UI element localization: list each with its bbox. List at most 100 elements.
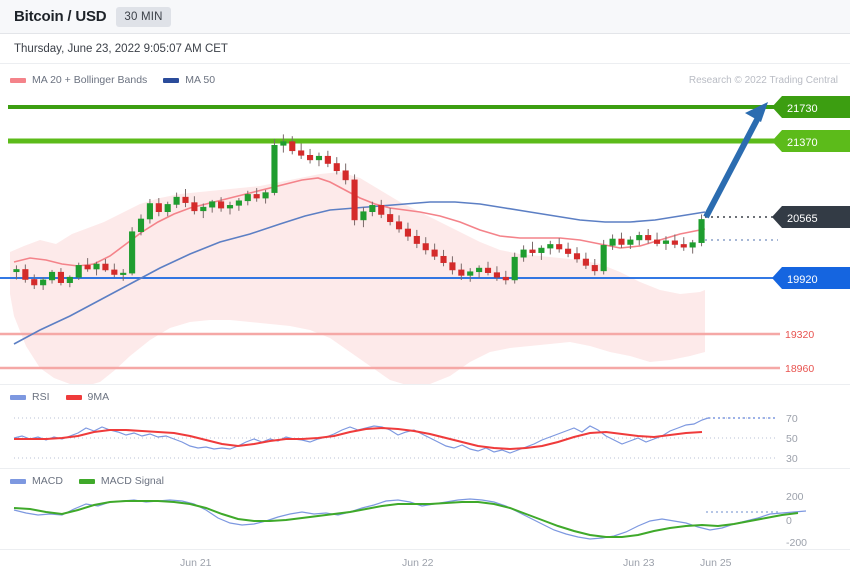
candle-body <box>209 201 216 208</box>
legend-label-ma20: MA 20 + Bollinger Bands <box>32 74 148 86</box>
macd-tick-200: 200 <box>786 491 804 503</box>
candle-body <box>404 228 411 237</box>
candle-body <box>565 248 572 254</box>
level-flag-20565[interactable]: 20565 <box>772 206 850 228</box>
candle-body <box>262 192 269 199</box>
candle-body <box>458 269 465 276</box>
candle-body <box>271 145 278 193</box>
ma20-line <box>13 177 706 267</box>
ma50-color-swatch <box>163 77 180 83</box>
legend-item-rsi[interactable]: RSI <box>10 391 50 403</box>
price-chart-panel[interactable]: 21730 21370 20565 19920 19320 <box>0 94 850 384</box>
macd-signal-line <box>13 500 799 538</box>
candle-body <box>120 272 127 275</box>
candle-body <box>529 249 536 253</box>
candle-body <box>556 244 563 250</box>
price-chart-svg[interactable]: 21730 21370 20565 19920 19320 <box>0 94 850 384</box>
candle-body <box>600 245 607 272</box>
candle-body <box>591 265 598 272</box>
rsi-9ma-line <box>14 426 703 451</box>
rsi-tick-50: 50 <box>786 433 798 445</box>
candle-body <box>298 150 305 156</box>
candle-body <box>440 255 447 263</box>
candle-body <box>671 240 678 245</box>
candle-body <box>573 253 581 260</box>
legend-item-macd[interactable]: MACD <box>10 475 63 487</box>
level-flag-21730[interactable]: 21730 <box>772 96 850 118</box>
candle-body <box>280 141 287 146</box>
candle-body <box>253 194 260 199</box>
x-tick-jun21: Jun 21 <box>180 557 212 569</box>
macd-separator <box>0 468 850 469</box>
timestamp-bar: Thursday, June 23, 2022 9:05:07 AM CET <box>0 34 850 64</box>
candle-body <box>395 221 403 230</box>
rsi-chart-panel[interactable]: 70 50 30 <box>0 406 850 470</box>
candle-body <box>307 155 314 161</box>
candle-body <box>636 235 643 241</box>
x-tick-jun25: Jun 25 <box>700 557 732 569</box>
candle-body <box>502 276 509 281</box>
candle-body <box>520 249 527 258</box>
candle-body <box>13 269 20 273</box>
candle-body <box>155 203 162 213</box>
candle-body <box>244 194 251 202</box>
research-credit: Research © 2022 Trading Central <box>688 74 838 86</box>
candle-body <box>200 206 207 212</box>
candle-body <box>31 279 38 286</box>
candle-body <box>173 196 180 205</box>
candle-body <box>342 170 349 181</box>
level-flag-19920-text: 19920 <box>787 274 818 286</box>
rsi-tick-30: 30 <box>786 453 798 465</box>
level-flag-21370[interactable]: 21370 <box>772 130 850 152</box>
bullish-arrow-annotation <box>703 102 768 219</box>
candle-body <box>547 244 554 249</box>
rsi-color-swatch <box>10 394 26 400</box>
legend-label-ma50: MA 50 <box>185 74 216 86</box>
legend-item-9ma[interactable]: 9MA <box>65 391 109 403</box>
candle-body <box>226 205 234 209</box>
candle-body <box>609 238 616 246</box>
candle-body <box>57 271 64 283</box>
level-flag-19920[interactable]: 19920 <box>772 267 850 289</box>
candle-body <box>618 238 625 245</box>
candle-body <box>645 235 652 241</box>
candle-body <box>360 211 367 221</box>
candle-body <box>333 163 340 172</box>
x-tick-jun23: Jun 23 <box>623 557 655 569</box>
macd-chart-panel[interactable]: 200 0 -200 <box>0 488 850 550</box>
candle-body <box>111 269 118 275</box>
candle-body <box>146 203 153 220</box>
rsi-chart-svg[interactable]: 70 50 30 <box>0 406 850 470</box>
candle-body <box>422 243 429 251</box>
candle-body <box>493 272 500 278</box>
legend-item-macd-signal[interactable]: MACD Signal <box>78 475 164 487</box>
candle-body <box>324 155 331 164</box>
candle-body <box>387 214 394 223</box>
candle-body <box>662 240 670 244</box>
macd-color-swatch <box>10 478 26 484</box>
candle-body <box>484 267 492 273</box>
rsi-legend: RSI 9MA <box>0 387 850 407</box>
legend-item-ma50[interactable]: MA 50 <box>163 74 215 86</box>
candle-body <box>351 179 358 221</box>
legend-label-macd-signal: MACD Signal <box>100 475 164 487</box>
candle-body <box>93 263 100 270</box>
x-axis: Jun 21 Jun 22 Jun 23 Jun 25 <box>0 549 850 578</box>
candle-body <box>582 258 589 266</box>
level-text-19320: 19320 <box>785 329 814 341</box>
candle-body <box>538 247 545 253</box>
candle-body <box>698 219 705 243</box>
candle-body <box>235 200 242 206</box>
macd-chart-svg[interactable]: 200 0 -200 <box>0 488 850 550</box>
candle-body <box>689 242 696 248</box>
macd-legend: MACD MACD Signal <box>0 471 850 491</box>
price-legend: MA 20 + Bollinger Bands MA 50 Research ©… <box>0 70 850 90</box>
timeframe-badge[interactable]: 30 MIN <box>116 6 171 27</box>
legend-item-ma20[interactable]: MA 20 + Bollinger Bands <box>10 74 147 86</box>
candle-body <box>84 265 91 270</box>
candle-body <box>476 267 483 273</box>
macd-tick-0: 0 <box>786 515 792 527</box>
candle-body <box>191 202 198 212</box>
macd-signal-color-swatch <box>78 478 95 484</box>
